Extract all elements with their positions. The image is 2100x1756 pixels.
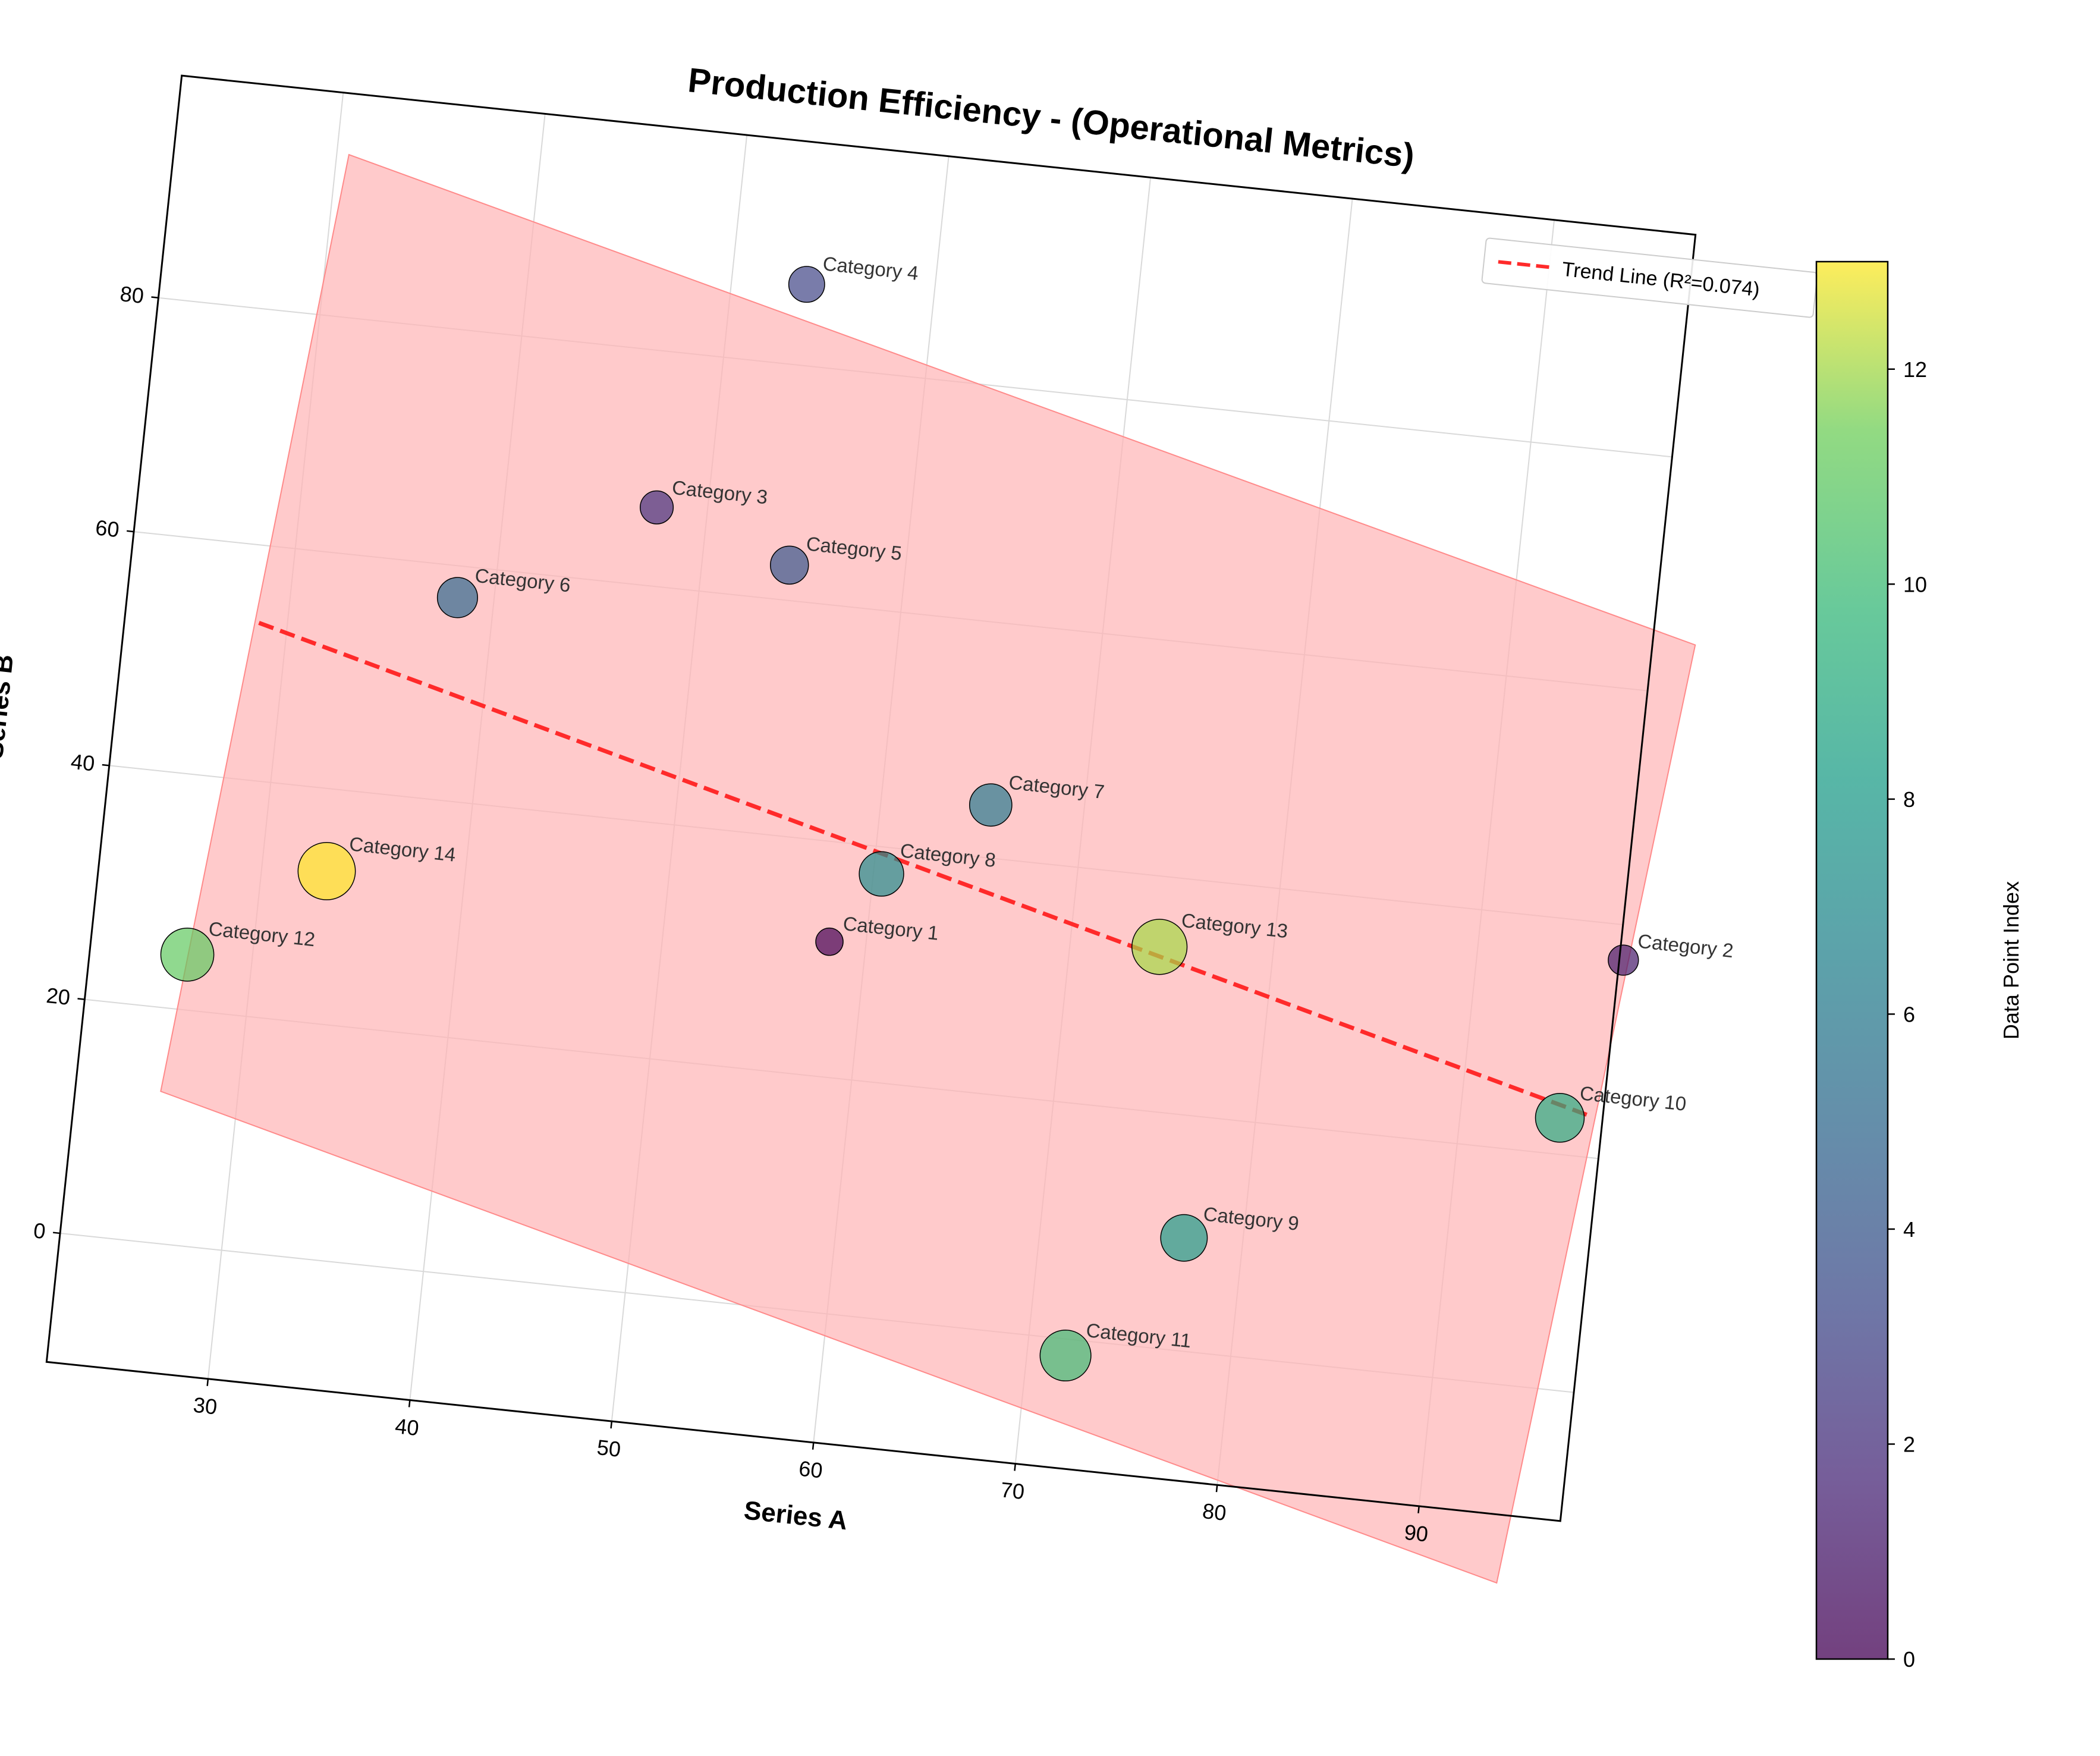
x-tick-label: 40 [394,1413,420,1440]
colorbar-tick-label: 0 [1903,1647,1915,1672]
x-tick-label: 90 [1403,1520,1429,1547]
x-tick-label: 80 [1201,1499,1227,1525]
y-tick [127,530,134,533]
data-point [297,842,356,900]
data-point [1608,944,1639,976]
y-tick-label: 40 [70,749,96,776]
y-tick [77,998,85,1000]
data-point [436,577,478,618]
x-tick-label: 30 [192,1393,218,1419]
data-point [1160,1214,1208,1262]
x-tick-label: 70 [999,1477,1026,1504]
legend-swatch [1498,260,1549,269]
trend-line [258,621,1587,1117]
data-point [969,783,1013,827]
data-point [640,490,674,524]
y-tick-label: 0 [32,1218,46,1243]
data-point [788,266,825,303]
y-tick-label: 80 [119,281,145,308]
colorbar-tick-label: 2 [1903,1432,1915,1456]
colorbar-title: Data Point Index [1999,881,2023,1039]
data-point [1131,919,1188,975]
colorbar-gradient [1815,260,1889,1660]
y-tick-label: 20 [45,983,71,1010]
data-point [1535,1093,1585,1143]
data-point [815,927,844,956]
point-label: Category 2 [1637,930,1734,962]
legend: Trend Line (R²=0.074) [1481,237,1818,318]
x-tick [408,1400,411,1408]
colorbar-tick-label: 4 [1903,1217,1915,1242]
data-point [769,545,809,585]
legend-box [1481,237,1818,318]
y-axis-title: Series B [0,653,19,760]
colorbar-tick-label: 12 [1903,357,1927,382]
colorbar-tick-label: 6 [1903,1002,1915,1026]
x-tick-label: 50 [596,1435,622,1462]
x-axis-title: Series A [743,1496,849,1535]
y-tick [151,296,159,299]
x-tick [1215,1485,1218,1493]
plot-frame [45,74,1697,1522]
colorbar: 0 2 4 6 8 10 12 Data Point Index [1815,260,2023,1672]
data-point [1039,1329,1092,1382]
colorbar-tick-label: 10 [1903,572,1927,596]
x-tick-label: 60 [797,1456,823,1483]
x-tick [1417,1506,1420,1513]
colorbar-tick-label: 8 [1903,787,1915,812]
data-point [859,851,904,897]
x-tick [1014,1463,1017,1471]
y-tick-label: 60 [95,515,121,542]
data-point [160,928,215,982]
x-tick [610,1421,613,1429]
